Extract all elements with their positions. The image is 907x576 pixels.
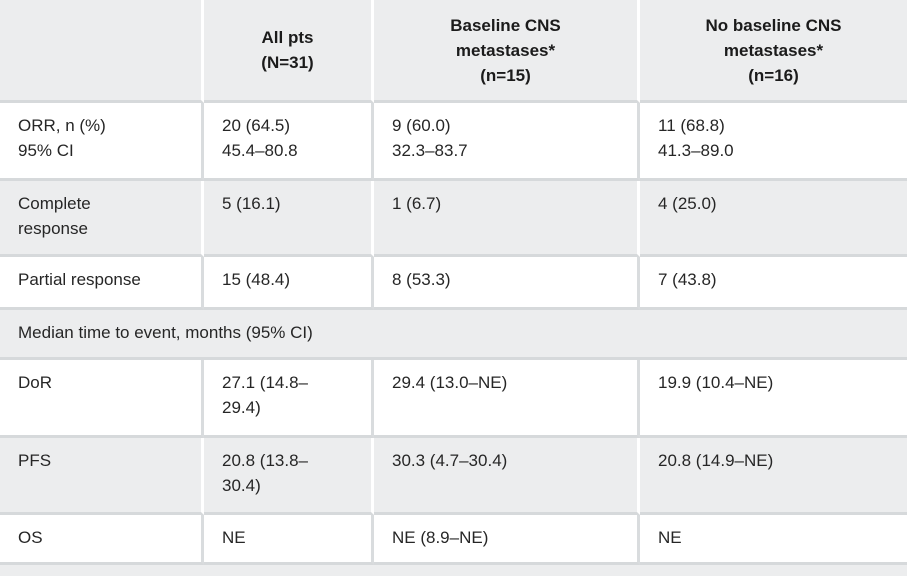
row-label: DoR bbox=[0, 360, 204, 438]
cell-value: 7 (43.8) bbox=[640, 257, 907, 310]
table-row-partial-response: Partial response 15 (48.4) 8 (53.3) 7 (4… bbox=[0, 257, 907, 310]
cell-value: 27.1 (14.8– 29.4) bbox=[204, 360, 374, 438]
header-cell-all-pts: All pts (N=31) bbox=[204, 0, 374, 103]
cell-value: 9 (60.0) 32.3–83.7 bbox=[374, 103, 640, 181]
cell-value: 30.3 (4.7–30.4) bbox=[374, 438, 640, 515]
header-cell-empty bbox=[0, 0, 204, 103]
row-label: ORR, n (%) 95% CI bbox=[0, 103, 204, 181]
cell-value: 20.8 (13.8– 30.4) bbox=[204, 438, 374, 515]
cell-value: NE bbox=[204, 515, 374, 565]
cell-value: 20 (64.5) 45.4–80.8 bbox=[204, 103, 374, 181]
bottom-strip bbox=[0, 565, 907, 576]
cell-value: 11 (68.8) 41.3–89.0 bbox=[640, 103, 907, 181]
table-row-dor: DoR 27.1 (14.8– 29.4) 29.4 (13.0–NE) 19.… bbox=[0, 360, 907, 438]
cell-value: 5 (16.1) bbox=[204, 181, 374, 257]
section-label: Median time to event, months (95% CI) bbox=[0, 310, 907, 360]
header-cell-no-baseline-cns: No baseline CNS metastases* (n=16) bbox=[640, 0, 907, 103]
row-label: PFS bbox=[0, 438, 204, 515]
table-row-orr: ORR, n (%) 95% CI 20 (64.5) 45.4–80.8 9 … bbox=[0, 103, 907, 181]
header-row: All pts (N=31) Baseline CNS metastases* … bbox=[0, 0, 907, 103]
cell-value: 19.9 (10.4–NE) bbox=[640, 360, 907, 438]
cell-value: NE bbox=[640, 515, 907, 565]
cell-value: 29.4 (13.0–NE) bbox=[374, 360, 640, 438]
cell-value: NE (8.9–NE) bbox=[374, 515, 640, 565]
row-label: Complete response bbox=[0, 181, 204, 257]
table-row-pfs: PFS 20.8 (13.8– 30.4) 30.3 (4.7–30.4) 20… bbox=[0, 438, 907, 515]
cell-value: 20.8 (14.9–NE) bbox=[640, 438, 907, 515]
table-section-row-median-time: Median time to event, months (95% CI) bbox=[0, 310, 907, 360]
row-label: OS bbox=[0, 515, 204, 565]
cell-value: 15 (48.4) bbox=[204, 257, 374, 310]
cell-value: 4 (25.0) bbox=[640, 181, 907, 257]
cell-value: 1 (6.7) bbox=[374, 181, 640, 257]
cell-value: 8 (53.3) bbox=[374, 257, 640, 310]
table-row-os: OS NE NE (8.9–NE) NE bbox=[0, 515, 907, 565]
table-row-complete-response: Complete response 5 (16.1) 1 (6.7) 4 (25… bbox=[0, 181, 907, 257]
header-cell-baseline-cns: Baseline CNS metastases* (n=15) bbox=[374, 0, 640, 103]
row-label: Partial response bbox=[0, 257, 204, 310]
